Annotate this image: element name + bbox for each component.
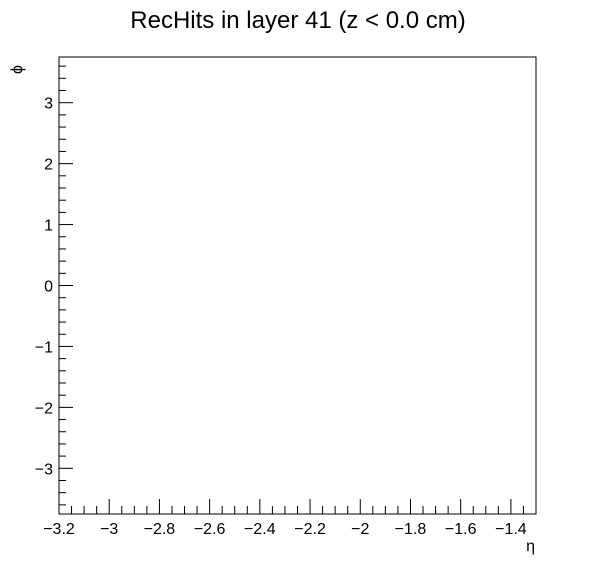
y-tick-label: 1 — [44, 218, 53, 235]
y-axis-label: ϕ — [9, 65, 26, 74]
x-tick-label: −1.4 — [495, 521, 527, 538]
y-tick-label: 0 — [44, 279, 53, 296]
y-tick-label: 3 — [44, 96, 53, 113]
x-axis: −3.2 −3 −2.8 −2.6 −2.4 −2.2 −2 −1.8 −1.6 −1.4 — [43, 499, 537, 538]
x-tick-label: −2.2 — [294, 521, 326, 538]
x-tick-label: −2 — [351, 521, 369, 538]
x-tick-label: −1.6 — [445, 521, 477, 538]
x-tick-label: −2.6 — [194, 521, 226, 538]
y-tick-label: −1 — [35, 339, 53, 356]
y-tick-label: −2 — [35, 400, 53, 417]
y-axis: 3 2 1 0 −1 −2 −3 — [35, 65, 73, 506]
x-axis-label: η — [526, 538, 535, 555]
x-tick-label: −1.8 — [395, 521, 427, 538]
y-tick-label: 2 — [44, 157, 53, 174]
x-tick-label: −2.4 — [244, 521, 276, 538]
chart-title: RecHits in layer 41 (z < 0.0 cm) — [130, 7, 465, 34]
x-tick-label: −3 — [100, 521, 118, 538]
x-tick-label: −2.8 — [144, 521, 176, 538]
x-tick-label: −3.2 — [43, 521, 75, 538]
y-tick-label: −3 — [35, 461, 53, 478]
plot-frame — [58, 56, 537, 515]
